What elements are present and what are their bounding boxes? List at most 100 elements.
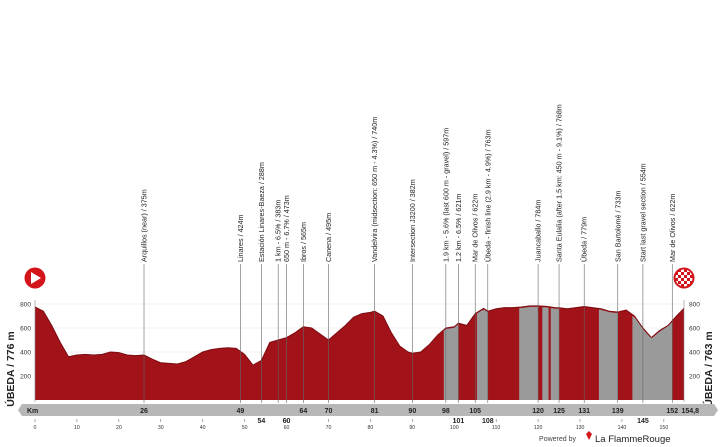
start-location-label: ÚBEDA / 776 m (4, 331, 17, 406)
marker-km-label: 70 (325, 408, 333, 415)
marker-label: Arquillos (near) / 375m (140, 189, 149, 262)
marker-label: 650 m - 6.7% / 473m (282, 195, 291, 262)
checker-square (675, 275, 678, 278)
checker-square (678, 272, 681, 275)
checker-square (693, 269, 696, 272)
y-tick-label: 600 (20, 325, 31, 332)
minor-tick-label: 80 (368, 425, 374, 431)
checker-square (690, 275, 693, 278)
y-tick-label: 400 (20, 349, 31, 356)
checker-square (687, 278, 690, 281)
checker-square (684, 272, 687, 275)
marker-label: Start last gravel section / 554m (638, 163, 647, 262)
checker-square (684, 275, 687, 278)
marker-label: Santa Eulalia (after 1.5 km: 450 m - 9.1… (555, 104, 564, 262)
minor-tick-label: 150 (660, 425, 669, 431)
marker-km-label: 54 (257, 418, 265, 425)
gravel-sector (519, 306, 539, 400)
marker-km-label: 139 (612, 408, 624, 415)
y-tick-label: 200 (689, 373, 700, 380)
minor-tick-label: 140 (618, 425, 627, 431)
marker-label: Estación Linares-Baeza / 288m (257, 162, 266, 262)
checker-square (687, 272, 690, 275)
checker-square (690, 266, 693, 269)
gravel-sector (632, 315, 673, 400)
start-icon (24, 267, 46, 289)
marker-label: Ibros / 565m (299, 222, 308, 262)
km-axis-bar (18, 404, 718, 416)
marker-label: Úbeda / 779m (580, 217, 589, 262)
checker-square (678, 278, 681, 281)
checker-square (675, 287, 678, 290)
minor-tick-label: 100 (450, 425, 459, 431)
checker-square (690, 287, 693, 290)
minor-tick-label: 50 (242, 425, 248, 431)
marker-km-label: 26 (140, 408, 148, 415)
finish-location-label: ÚBEDA / 763 m (702, 331, 715, 406)
checker-square (678, 275, 681, 278)
gravel-sector (476, 309, 488, 400)
marker-km-label: 145 (637, 418, 649, 425)
checker-square (693, 284, 696, 287)
y-axis-right: 200 400 600 800 (683, 300, 700, 402)
minor-km-ticks: 0 10 20 30 40 50 60 70 80 90 100 110 120 130 140 150 (34, 419, 669, 431)
marker-km-label: 98 (442, 408, 450, 415)
minor-tick-label: 110 (492, 425, 500, 431)
elevation-topline (34, 305, 685, 366)
y-tick-label: 600 (689, 325, 700, 332)
gravel-sectors (443, 306, 673, 400)
marker-label: 1.9 km - 5.6% (last 600 m - gravel) / 59… (441, 128, 450, 262)
gravel-sector (542, 307, 549, 400)
checker-square (681, 272, 684, 275)
marker-km-label: 90 (408, 408, 416, 415)
gravel-sector (598, 309, 618, 400)
marker-label: 1 km - 6.5% / 383m (274, 200, 283, 262)
flamme-rouge-logo-icon (586, 431, 592, 440)
y-tick-label: 800 (689, 301, 700, 308)
marker-label: Vandelvira (midsection: 650 m - 4.3%) / … (370, 117, 379, 262)
gravel-sector (443, 324, 459, 400)
y-axis-left: 200 400 600 800 (20, 300, 36, 402)
marker-label: 1.2 km - 6.5% / 621m (454, 194, 463, 262)
checker-pattern (675, 266, 696, 290)
checker-square (690, 278, 693, 281)
minor-tick-label: 0 (34, 425, 37, 431)
marker-km-label: 125 (553, 408, 565, 415)
checker-square (684, 281, 687, 284)
minor-tick-label: 90 (409, 425, 415, 431)
marker-km-label: 105 (469, 408, 481, 415)
marker-label: Juancaballo / 784m (534, 200, 543, 262)
minor-tick-label: 10 (74, 425, 80, 431)
checker-square (684, 269, 687, 272)
checker-square (693, 266, 696, 269)
y-tick-label: 400 (689, 349, 700, 356)
minor-tick-label: 20 (116, 425, 122, 431)
marker-label: Intersection J3200 / 382m (408, 179, 417, 262)
marker-km-label: 120 (532, 408, 544, 415)
checker-square (675, 278, 678, 281)
marker-km-label: 101 (453, 418, 465, 425)
powered-by-text: Powered by (539, 436, 576, 443)
checker-square (678, 281, 681, 284)
y-tick-label: 200 (20, 373, 31, 380)
marker-km-label: 131 (578, 408, 590, 415)
checker-square (681, 275, 684, 278)
checker-square (687, 281, 690, 284)
y-tick-label: 800 (20, 301, 31, 308)
minor-tick-label: 30 (158, 425, 164, 431)
finish-flag-icon (673, 266, 696, 290)
checker-square (684, 278, 687, 281)
elevation-area (35, 305, 684, 400)
marker-lines (143, 264, 673, 403)
checker-square (681, 278, 684, 281)
marker-label: Mar de Olivos / 622m (668, 194, 677, 262)
minor-tick-label: 60 (284, 425, 290, 431)
checker-square (684, 284, 687, 287)
gravel-sector (550, 308, 560, 400)
marker-label: Linares / 424m (236, 214, 245, 262)
marker-label: Mar de Olivos / 622m (471, 194, 480, 262)
marker-km-label: 81 (371, 408, 379, 415)
marker-label: San Bartolomé / 733m (613, 190, 622, 262)
brand-name: La FlammeRouge (595, 434, 671, 445)
